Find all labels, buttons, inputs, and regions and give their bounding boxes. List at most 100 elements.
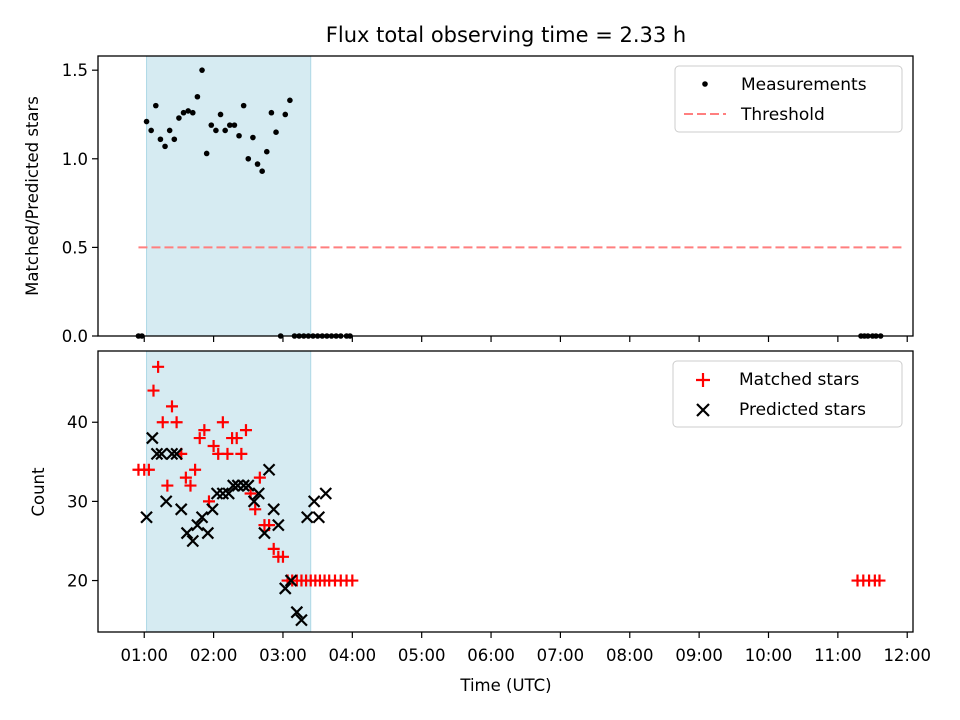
measurement-point — [171, 136, 178, 143]
measurement-point — [176, 115, 182, 121]
predicted-star-point — [262, 463, 276, 477]
top-y-axis-label: Matched/Predicted stars — [23, 96, 42, 296]
legend-measurements-label: Measurements — [741, 75, 867, 95]
matched-star-point — [239, 424, 252, 437]
x-tick-label: 12:00 — [883, 646, 931, 665]
matched-star-point — [873, 574, 886, 587]
predicted-star-point — [150, 447, 164, 461]
top-y-ticks: 0.0 0.5 1.0 1.5 — [62, 61, 98, 346]
x-tick-label: 08:00 — [606, 646, 654, 665]
predicted-star-point — [174, 503, 188, 516]
top-axes-frame — [97, 55, 914, 337]
matched-star-point — [198, 424, 211, 437]
predicted-star-point — [155, 447, 168, 461]
measurement-point — [143, 118, 150, 125]
matched-star-point — [179, 471, 192, 484]
predicted-star-point — [247, 495, 261, 508]
matched-star-point — [184, 479, 197, 492]
measurement-point — [268, 109, 275, 116]
predicted-star-point — [300, 510, 314, 524]
legend-matched-marker — [696, 373, 710, 387]
x-tick-label: 03:00 — [259, 646, 307, 665]
measurement-point — [217, 111, 224, 118]
predicted-star-point — [170, 447, 183, 461]
x-tick-label: 11:00 — [814, 646, 862, 665]
matched-star-point — [253, 471, 266, 484]
x-tick-label: 02:00 — [190, 646, 238, 665]
matched-star-point — [230, 432, 243, 445]
predicted-star-point — [165, 447, 179, 461]
predicted-star-point — [140, 510, 153, 524]
predicted-star-point — [290, 605, 304, 619]
top-y-tick-label: 0.0 — [62, 327, 88, 346]
matched-star-point — [193, 432, 206, 445]
measurement-point — [287, 97, 293, 104]
legend-matched-label: Matched stars — [739, 370, 859, 390]
predicted-star-point — [307, 495, 321, 508]
bottom-legend-box — [672, 360, 903, 428]
top-y-tick-label: 1.5 — [62, 61, 88, 80]
predicted-star-point — [180, 526, 194, 540]
predicted-star-point — [252, 487, 265, 500]
predicted-star-point — [242, 479, 255, 492]
matched-star-point — [235, 447, 248, 460]
predicted-star-point — [146, 431, 159, 445]
matched-star-point — [267, 542, 280, 555]
measurement-point — [162, 143, 168, 150]
measurement-point — [189, 109, 196, 116]
measurement-point — [203, 150, 210, 157]
bottom-axes-frame — [97, 350, 914, 633]
matched-star-point — [207, 439, 220, 452]
matched-star-point — [249, 503, 262, 516]
predicted-star-point — [191, 518, 204, 532]
top-legend-box — [674, 65, 903, 133]
x-tick-label: 04:00 — [329, 646, 377, 665]
predicted-star-point — [319, 487, 333, 500]
bottom-y-tick-label: 40 — [67, 413, 88, 432]
x-tick-label: 10:00 — [745, 646, 793, 665]
predicted-star-point — [159, 495, 173, 508]
predicted-star-point — [295, 613, 308, 627]
measurement-point — [153, 102, 159, 109]
legend-predicted-label: Predicted stars — [739, 400, 866, 420]
chart-title: Flux total observing time = 2.33 h — [326, 23, 686, 47]
predicted-star-point — [278, 582, 292, 595]
matched-star-point — [216, 416, 229, 429]
legend-measurements-marker — [702, 81, 708, 87]
predicted-star-point — [258, 526, 271, 540]
count-panel: 20 30 40 01:00 02:00 03:00 04:00 05:00 06:00 07:… — [29, 350, 931, 695]
predicted-star-point — [237, 479, 250, 492]
predicted-star-point — [284, 574, 298, 587]
measurement-point — [194, 93, 201, 100]
measurement-point — [250, 134, 256, 141]
bottom-y-axis-label: Count — [29, 467, 48, 517]
x-axis-label: Time (UTC) — [459, 676, 551, 695]
measurement-point — [180, 109, 187, 116]
measurement-point — [222, 127, 228, 134]
matched-star-point — [161, 479, 174, 492]
measurement-point — [263, 148, 270, 155]
measurement-point — [213, 127, 219, 134]
matched-star-point — [165, 400, 178, 413]
bottom-y-tick-label: 30 — [67, 492, 88, 511]
measurement-point — [185, 108, 191, 114]
matched-star-point — [170, 416, 183, 429]
x-tick-label: 06:00 — [467, 646, 515, 665]
x-tick-label: 07:00 — [537, 646, 585, 665]
measurement-point — [240, 102, 247, 109]
ratio-panel: 0.0 0.5 1.0 1.5 Matched/Predicted stars Mea… — [23, 55, 914, 346]
measurement-point — [157, 136, 164, 143]
top-x-ticks — [143, 336, 908, 342]
predicted-star-point — [186, 534, 200, 548]
predicted-star-point — [272, 518, 285, 532]
matched-star-point — [189, 463, 202, 476]
measurement-point — [273, 129, 279, 136]
measurement-point — [245, 155, 252, 162]
predicted-star-point — [226, 479, 240, 492]
bottom-legend: Matched stars Predicted stars — [672, 360, 903, 428]
legend-threshold-label: Threshold — [740, 105, 825, 125]
matched-star-point — [221, 447, 234, 460]
measurement-point — [282, 111, 289, 118]
measurement-point — [254, 161, 261, 167]
